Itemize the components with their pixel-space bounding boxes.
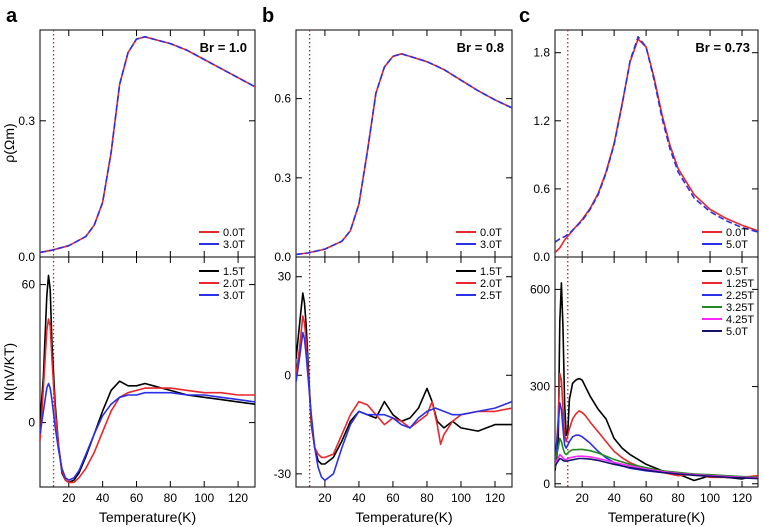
y-tick-label: 30 — [278, 270, 292, 284]
y-axis-label-nernst: N(nV/KT) — [1, 343, 17, 401]
br-ratio-label: Br = 0.73 — [695, 40, 750, 55]
br-ratio-label: Br = 1.0 — [200, 40, 247, 55]
y-tick-label: 0.0 — [18, 250, 35, 264]
series-group — [296, 52, 512, 256]
legend-label: 1.5T — [223, 266, 245, 278]
y-tick-label: 0.3 — [18, 114, 35, 128]
y-tick-label: 0 — [284, 368, 291, 382]
series-line-3.0T — [296, 52, 512, 256]
series-line-0.5T — [555, 282, 758, 482]
legend-label: 3.0T — [480, 239, 502, 251]
series-line-2.0T — [296, 315, 512, 459]
legend-label: 2.0T — [480, 278, 502, 290]
y-tick-label: 600 — [530, 282, 550, 296]
panel-a-lower: 20 40 60 80 100 120 0 60 1.5T2.0T3.0T — [22, 256, 256, 505]
plot-frame — [554, 29, 759, 258]
plot-frame — [39, 29, 256, 258]
series-group — [40, 274, 255, 484]
panel-letter: b — [262, 5, 274, 27]
series-group — [555, 282, 758, 482]
x-tick-label: 20 — [62, 491, 76, 505]
x-tick-label: 40 — [96, 491, 110, 505]
y-axis-label-resistivity: ρ(Ωm) — [1, 123, 17, 162]
legend-label: 2.0T — [223, 278, 245, 290]
x-tick-label: 40 — [352, 491, 366, 505]
legend-label: 3.0T — [223, 290, 245, 302]
legend-label: 1.5T — [480, 266, 502, 278]
legend-label: 5.0T — [726, 239, 748, 251]
y-tick-label: 300 — [530, 380, 550, 394]
x-tick-label: 120 — [732, 491, 752, 505]
legend-label: 2.5T — [480, 290, 502, 302]
x-tick-label: 60 — [639, 491, 653, 505]
plot-frame — [39, 256, 256, 488]
legend-label: 1.25T — [726, 278, 754, 290]
y-tick-label: 0.6 — [274, 92, 291, 106]
plot-frame — [295, 29, 513, 258]
plot-frame — [554, 256, 759, 488]
x-tick-label: 80 — [164, 491, 178, 505]
series-group — [555, 35, 758, 254]
series-line-5.0T — [555, 35, 758, 243]
br-ratio-label: Br = 0.8 — [457, 40, 504, 55]
y-tick-label: 0.3 — [274, 171, 291, 185]
x-tick-label: 60 — [386, 491, 400, 505]
y-tick-label: 60 — [22, 278, 36, 292]
series-line-0.0T — [40, 35, 255, 254]
panel-b-upper: 0.0 0.3 0.6 0.0T3.0T Br = 0.8 b — [262, 5, 513, 264]
x-tick-label: 80 — [671, 491, 685, 505]
series-line-3.0T — [40, 35, 255, 254]
y-tick-label: 0.0 — [533, 250, 550, 264]
x-tick-label: 100 — [451, 491, 471, 505]
x-tick-label: 20 — [318, 491, 332, 505]
series-line-3.0T — [40, 382, 255, 481]
series-group — [40, 35, 255, 254]
series-line-2.5T — [296, 331, 512, 482]
legend-label: 3.0T — [223, 239, 245, 251]
y-tick-label: 0 — [28, 416, 35, 430]
y-tick-label: 0.0 — [274, 250, 291, 264]
y-tick-label: 0.6 — [533, 182, 550, 196]
series-line-5.0T — [555, 457, 758, 480]
x-axis-label: Temperature(K) — [608, 509, 705, 525]
x-axis-label: Temperature(K) — [355, 509, 452, 525]
x-tick-label: 80 — [420, 491, 434, 505]
legend-label: 0.0T — [223, 227, 245, 239]
legend-label: 2.25T — [726, 290, 754, 302]
panel-c-lower: 20 40 60 80 100 120 0 300 600 0.5T1.25T2.25T3.25T… — [530, 256, 759, 505]
x-tick-label: 20 — [575, 491, 589, 505]
legend-label: 5.0T — [726, 326, 748, 338]
legend-label: 3.25T — [726, 302, 754, 314]
panel-c-upper: 0.0 0.6 1.2 1.8 0.0T5.0T Br = 0.73 c — [519, 5, 759, 264]
series-line-1.5T — [296, 292, 512, 465]
x-tick-label: 100 — [194, 491, 214, 505]
y-tick-label: 0 — [543, 477, 550, 491]
series-line-0.0T — [296, 52, 512, 256]
series-line-1.25T — [555, 372, 758, 479]
legend-label: 4.25T — [726, 314, 754, 326]
series-group — [296, 292, 512, 482]
panel-a-upper: 0.0 0.3 0.0T3.0T Br = 1.0 a — [6, 5, 256, 264]
legend-label: 0.0T — [726, 227, 748, 239]
panel-letter: c — [519, 5, 530, 27]
legend-label: 0.5T — [726, 266, 748, 278]
legend-label: 0.0T — [480, 227, 502, 239]
series-line-1.5T — [40, 274, 255, 484]
x-axis-label: Temperature(K) — [99, 509, 196, 525]
x-tick-label: 120 — [485, 491, 505, 505]
y-tick-label: 1.2 — [533, 114, 550, 128]
series-line-2.25T — [555, 401, 758, 479]
x-tick-label: 60 — [130, 491, 144, 505]
x-tick-label: 40 — [607, 491, 621, 505]
y-tick-label: -30 — [274, 467, 292, 481]
x-tick-label: 100 — [700, 491, 720, 505]
series-line-2.0T — [40, 318, 255, 484]
panel-letter: a — [6, 5, 18, 27]
panel-b-lower: 20 40 60 80 100 120 -30 0 30 1.5T2.0T2.5T — [274, 256, 513, 505]
y-tick-label: 1.8 — [533, 46, 550, 60]
x-tick-label: 120 — [228, 491, 248, 505]
